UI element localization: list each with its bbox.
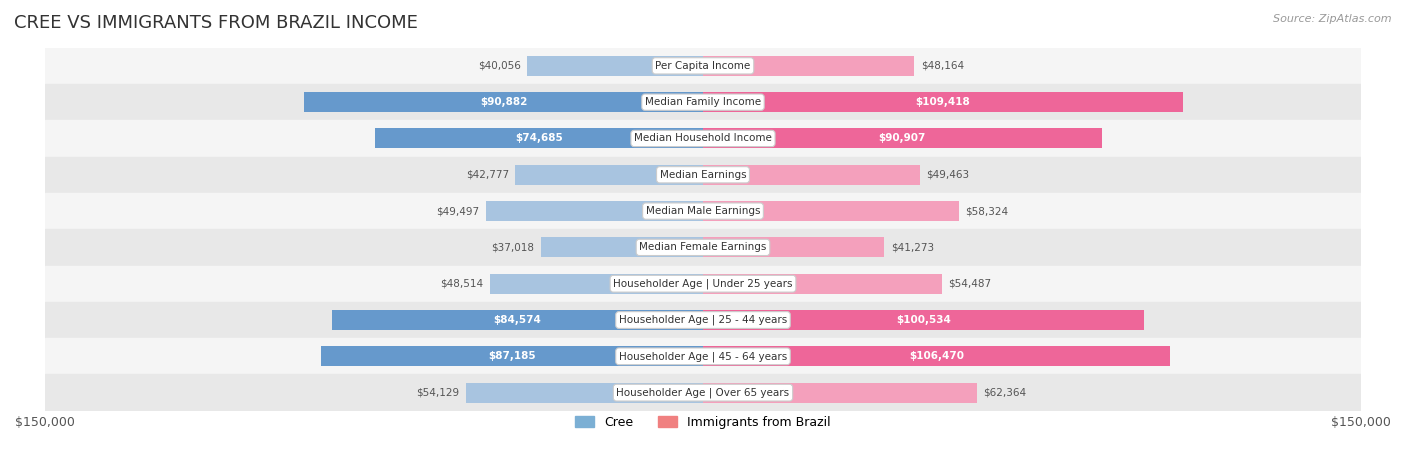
Bar <box>45 84 1361 120</box>
Text: Householder Age | Under 25 years: Householder Age | Under 25 years <box>613 278 793 289</box>
Bar <box>703 56 914 76</box>
Text: $49,463: $49,463 <box>927 170 970 180</box>
Bar <box>703 92 1182 112</box>
Bar <box>527 56 703 76</box>
Bar <box>465 382 703 403</box>
Text: $100,534: $100,534 <box>896 315 950 325</box>
Bar <box>491 274 703 294</box>
Text: $109,418: $109,418 <box>915 97 970 107</box>
Bar <box>321 347 703 366</box>
Bar <box>703 201 959 221</box>
Text: $42,777: $42,777 <box>465 170 509 180</box>
Bar <box>45 120 1361 156</box>
Bar <box>540 237 703 257</box>
Bar <box>703 347 1170 366</box>
Text: Median Earnings: Median Earnings <box>659 170 747 180</box>
Text: Median Male Earnings: Median Male Earnings <box>645 206 761 216</box>
Bar <box>45 193 1361 229</box>
Text: Median Family Income: Median Family Income <box>645 97 761 107</box>
Text: $54,129: $54,129 <box>416 388 458 397</box>
Text: Per Capita Income: Per Capita Income <box>655 61 751 71</box>
Text: $106,470: $106,470 <box>910 351 965 361</box>
Bar <box>516 165 703 185</box>
Bar <box>703 237 884 257</box>
Bar <box>332 310 703 330</box>
Text: Householder Age | 45 - 64 years: Householder Age | 45 - 64 years <box>619 351 787 361</box>
Bar <box>45 375 1361 411</box>
Text: $49,497: $49,497 <box>436 206 479 216</box>
Bar <box>703 128 1102 149</box>
Text: Source: ZipAtlas.com: Source: ZipAtlas.com <box>1274 14 1392 24</box>
Bar <box>486 201 703 221</box>
Bar <box>45 302 1361 338</box>
Text: $90,907: $90,907 <box>879 134 927 143</box>
Text: $41,273: $41,273 <box>890 242 934 252</box>
Text: Householder Age | Over 65 years: Householder Age | Over 65 years <box>616 388 790 398</box>
Bar <box>703 310 1144 330</box>
Text: Median Female Earnings: Median Female Earnings <box>640 242 766 252</box>
Bar <box>703 382 977 403</box>
Bar <box>703 165 920 185</box>
Text: $48,514: $48,514 <box>440 279 484 289</box>
Bar <box>45 156 1361 193</box>
Text: $48,164: $48,164 <box>921 61 965 71</box>
Bar <box>375 128 703 149</box>
Text: $37,018: $37,018 <box>491 242 534 252</box>
Text: CREE VS IMMIGRANTS FROM BRAZIL INCOME: CREE VS IMMIGRANTS FROM BRAZIL INCOME <box>14 14 418 32</box>
Text: $87,185: $87,185 <box>488 351 536 361</box>
Bar <box>45 338 1361 375</box>
Text: Householder Age | 25 - 44 years: Householder Age | 25 - 44 years <box>619 315 787 325</box>
Bar <box>45 229 1361 266</box>
Legend: Cree, Immigrants from Brazil: Cree, Immigrants from Brazil <box>571 410 835 433</box>
Text: $40,056: $40,056 <box>478 61 520 71</box>
Text: $84,574: $84,574 <box>494 315 541 325</box>
Bar <box>45 266 1361 302</box>
Text: $74,685: $74,685 <box>516 134 562 143</box>
Bar <box>304 92 703 112</box>
Bar <box>703 274 942 294</box>
Text: $62,364: $62,364 <box>983 388 1026 397</box>
Text: $90,882: $90,882 <box>479 97 527 107</box>
Text: $54,487: $54,487 <box>949 279 991 289</box>
Text: $58,324: $58,324 <box>966 206 1008 216</box>
Bar <box>45 48 1361 84</box>
Text: Median Household Income: Median Household Income <box>634 134 772 143</box>
